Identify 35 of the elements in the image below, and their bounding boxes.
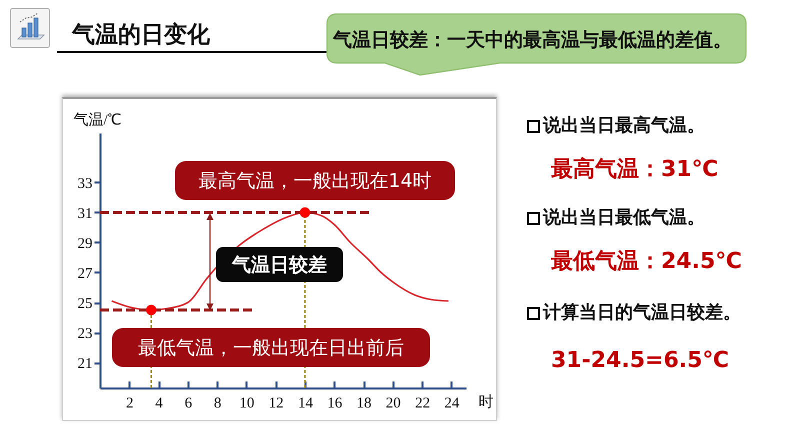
annotation: 最低气温，一般出现在日出前后 xyxy=(138,336,404,360)
y-tick-label: 31 xyxy=(78,206,92,222)
x-tick-label: 8 xyxy=(214,396,222,412)
text: 31-24.5=6.5℃ xyxy=(551,347,730,375)
x-tick-label: 24 xyxy=(444,396,460,412)
y-tick-label: 23 xyxy=(78,326,92,342)
text: 气温日较差：一天中的最高温与最低温的差值。 xyxy=(333,28,732,52)
x-tick-label: 20 xyxy=(386,396,401,412)
y-axis-title: 气温/℃ xyxy=(74,112,122,128)
text: 计算当日的气温日较差。 xyxy=(543,301,741,325)
x-tick-label: 6 xyxy=(184,396,193,412)
x-tick-label: 10 xyxy=(239,396,254,412)
x-tick-label: 14 xyxy=(298,396,314,412)
x-tick-label: 16 xyxy=(327,396,343,412)
text: 最高气温：31℃ xyxy=(551,156,718,184)
x-tick-label: 18 xyxy=(356,396,372,412)
label-box: 最高气温，一般出现在14时 xyxy=(175,161,455,200)
annotation: 最高气温，一般出现在14时 xyxy=(198,168,432,192)
y-tick-label: 33 xyxy=(78,176,92,192)
text: 说出当日最高气温。 xyxy=(543,114,705,138)
x-tick-label: 4 xyxy=(155,396,164,412)
y-tick-label: 21 xyxy=(78,356,92,372)
x-tick-label: 12 xyxy=(268,396,284,412)
chart-title: 气温的日变化 xyxy=(72,21,210,50)
y-tick-label: 25 xyxy=(78,296,92,312)
text: 最低气温：24.5℃ xyxy=(551,248,742,276)
y-tick-label: 29 xyxy=(78,236,92,252)
label-box: 气温日较差 xyxy=(216,247,343,282)
y-tick-label: 27 xyxy=(78,266,93,282)
annotation: 气温日较差 xyxy=(232,252,327,276)
x-tick-label: 22 xyxy=(415,396,430,412)
label-box: 最低气温，一般出现在日出前后 xyxy=(112,328,430,367)
x-axis-title: 时 xyxy=(478,394,494,410)
x-tick-label: 2 xyxy=(126,396,134,412)
text: 说出当日最低气温。 xyxy=(543,206,705,230)
